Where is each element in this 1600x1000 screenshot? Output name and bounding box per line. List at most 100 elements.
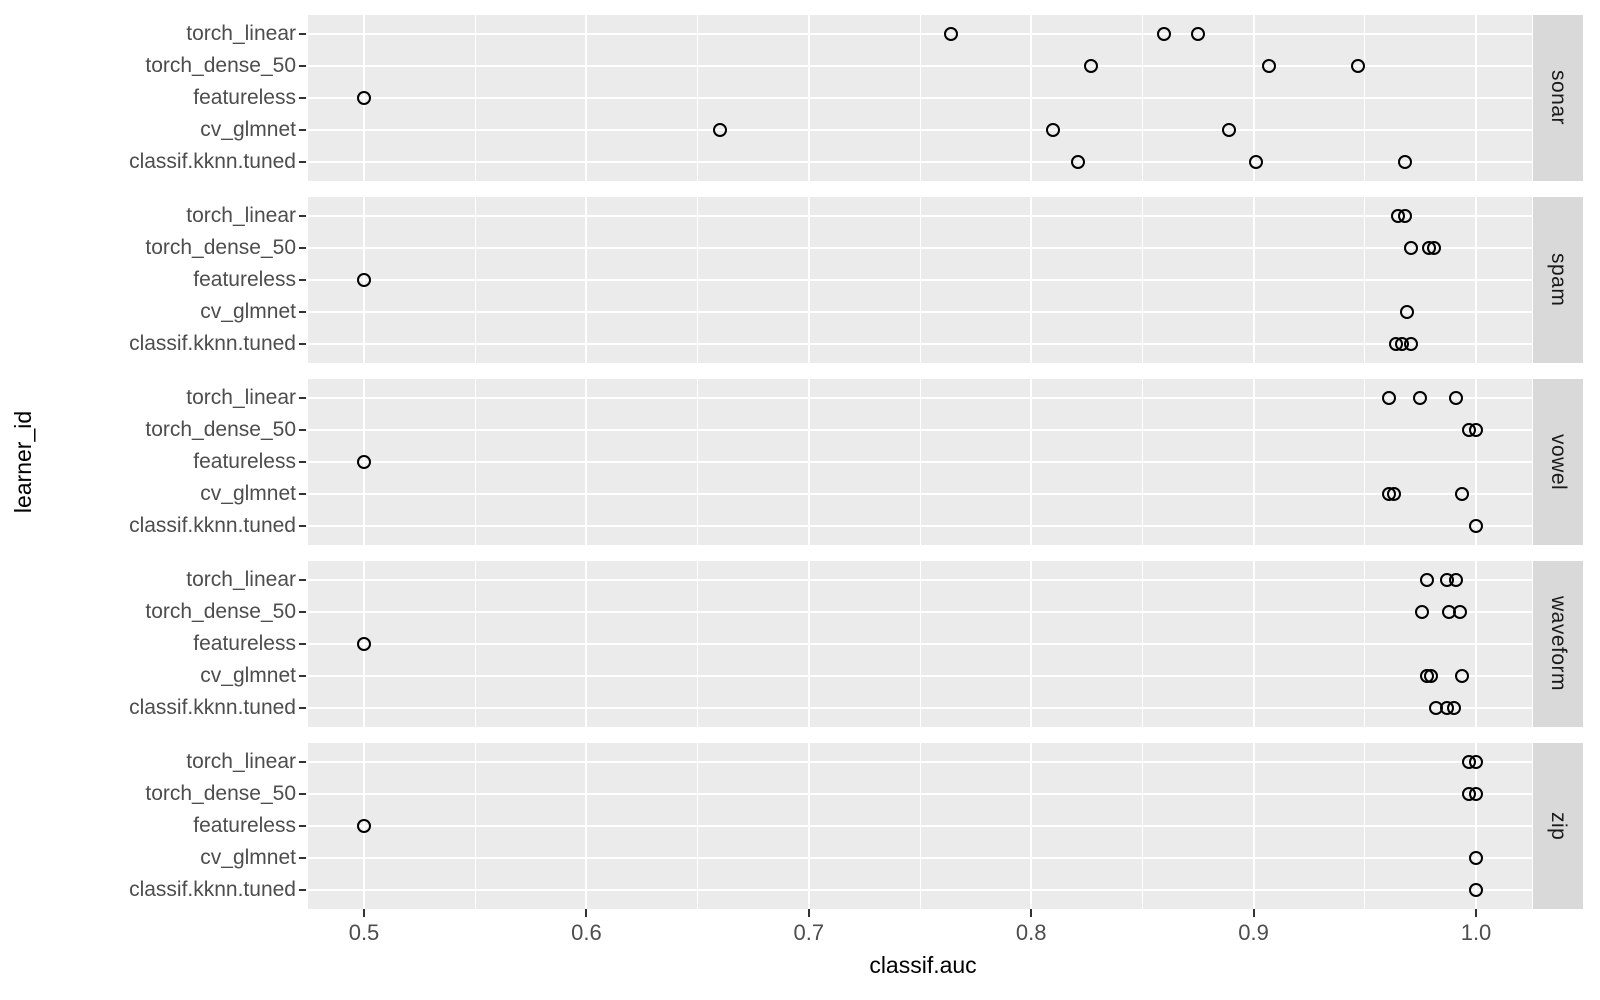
major-gridline xyxy=(308,65,1532,67)
data-point xyxy=(1404,240,1419,255)
major-gridline xyxy=(308,579,1532,581)
y-tick-label: featureless xyxy=(193,86,296,109)
major-gridline xyxy=(308,97,1532,99)
facet-strip-label: spam xyxy=(1547,253,1570,307)
facet-panel-sonar xyxy=(308,15,1532,181)
y-tick-mark xyxy=(299,493,306,495)
facet-strip-label: zip xyxy=(1547,811,1570,841)
y-tick-mark xyxy=(299,215,306,217)
facet-panel-vowel xyxy=(308,379,1532,545)
data-point xyxy=(1157,26,1172,41)
y-tick-label: torch_linear xyxy=(186,22,296,45)
major-gridline xyxy=(308,525,1532,527)
y-tick-mark xyxy=(299,429,306,431)
data-point xyxy=(356,90,371,105)
major-gridline xyxy=(308,461,1532,463)
y-tick-mark xyxy=(299,579,306,581)
major-gridline xyxy=(308,161,1532,163)
y-tick-label: torch_linear xyxy=(186,386,296,409)
major-gridline xyxy=(308,397,1532,399)
major-gridline xyxy=(308,825,1532,827)
data-point xyxy=(1419,572,1434,587)
x-tick-label: 0.7 xyxy=(793,920,825,945)
y-tick-mark xyxy=(299,889,306,891)
data-point xyxy=(356,818,371,833)
y-tick-label: classif.kknn.tuned xyxy=(129,332,296,355)
major-gridline xyxy=(308,761,1532,763)
major-gridline xyxy=(308,493,1532,495)
y-tick-label: featureless xyxy=(193,268,296,291)
y-tick-label: cv_glmnet xyxy=(200,664,296,687)
facet-strip-sonar: sonar xyxy=(1533,15,1583,181)
y-tick-mark xyxy=(299,397,306,399)
y-tick-label: torch_dense_50 xyxy=(145,54,296,77)
x-tick-label: 1.0 xyxy=(1460,920,1492,945)
y-tick-label: torch_linear xyxy=(186,568,296,591)
x-tick-mark xyxy=(585,909,588,917)
y-tick-label: cv_glmnet xyxy=(200,482,296,505)
x-tick-label: 0.9 xyxy=(1238,920,1269,945)
y-tick-mark xyxy=(299,643,306,645)
y-tick-label: torch_dense_50 xyxy=(145,782,296,805)
data-point xyxy=(1424,668,1439,683)
y-tick-mark xyxy=(299,129,306,131)
major-gridline xyxy=(308,343,1532,345)
y-tick-label: torch_dense_50 xyxy=(145,236,296,259)
major-gridline xyxy=(308,311,1532,313)
major-gridline xyxy=(308,611,1532,613)
x-tick-mark xyxy=(1030,909,1033,917)
data-point xyxy=(1468,754,1483,769)
data-point xyxy=(1455,668,1470,683)
major-gridline xyxy=(308,643,1532,645)
data-point xyxy=(1350,58,1365,73)
y-tick-label: torch_linear xyxy=(186,204,296,227)
facet-strip-label: waveform xyxy=(1547,596,1570,692)
y-tick-label: cv_glmnet xyxy=(200,118,296,141)
x-tick-label: 0.8 xyxy=(1015,920,1047,945)
facet-strip-spam: spam xyxy=(1533,197,1583,363)
y-tick-label: featureless xyxy=(193,632,296,655)
data-point xyxy=(1446,700,1461,715)
x-tick-mark xyxy=(1475,909,1477,917)
data-point xyxy=(356,636,371,651)
data-point xyxy=(1382,390,1397,405)
major-gridline xyxy=(308,857,1532,859)
data-point xyxy=(1084,58,1099,73)
data-point xyxy=(1261,58,1276,73)
data-point xyxy=(1415,604,1430,619)
data-point xyxy=(1190,26,1205,41)
y-tick-mark xyxy=(299,343,306,345)
data-point xyxy=(356,272,371,287)
y-tick-mark xyxy=(299,611,306,613)
y-tick-label: classif.kknn.tuned xyxy=(129,150,296,173)
y-tick-label: featureless xyxy=(193,814,296,837)
facet-panel-spam xyxy=(308,197,1532,363)
data-point xyxy=(943,26,958,41)
facet-strip-label: sonar xyxy=(1547,70,1570,126)
y-tick-label: cv_glmnet xyxy=(200,300,296,323)
data-point xyxy=(1468,786,1483,801)
x-tick-label: 0.5 xyxy=(348,920,380,945)
data-point xyxy=(712,122,727,137)
major-gridline xyxy=(308,129,1532,131)
data-point xyxy=(1426,240,1441,255)
data-point xyxy=(1448,572,1463,587)
y-tick-mark xyxy=(299,311,306,313)
data-point xyxy=(1468,518,1483,533)
y-tick-mark xyxy=(299,65,306,67)
data-point xyxy=(1221,122,1236,137)
data-point xyxy=(1453,604,1468,619)
x-tick-mark xyxy=(363,909,365,917)
major-gridline xyxy=(308,33,1532,35)
facet-strip-zip: zip xyxy=(1533,743,1583,909)
major-gridline xyxy=(308,889,1532,891)
data-point xyxy=(1248,154,1263,169)
y-tick-mark xyxy=(299,793,306,795)
y-tick-label: classif.kknn.tuned xyxy=(129,696,296,719)
data-point xyxy=(1397,154,1412,169)
y-tick-label: classif.kknn.tuned xyxy=(129,878,296,901)
data-point xyxy=(1399,304,1414,319)
y-tick-label: torch_dense_50 xyxy=(145,600,296,623)
y-tick-label: cv_glmnet xyxy=(200,846,296,869)
